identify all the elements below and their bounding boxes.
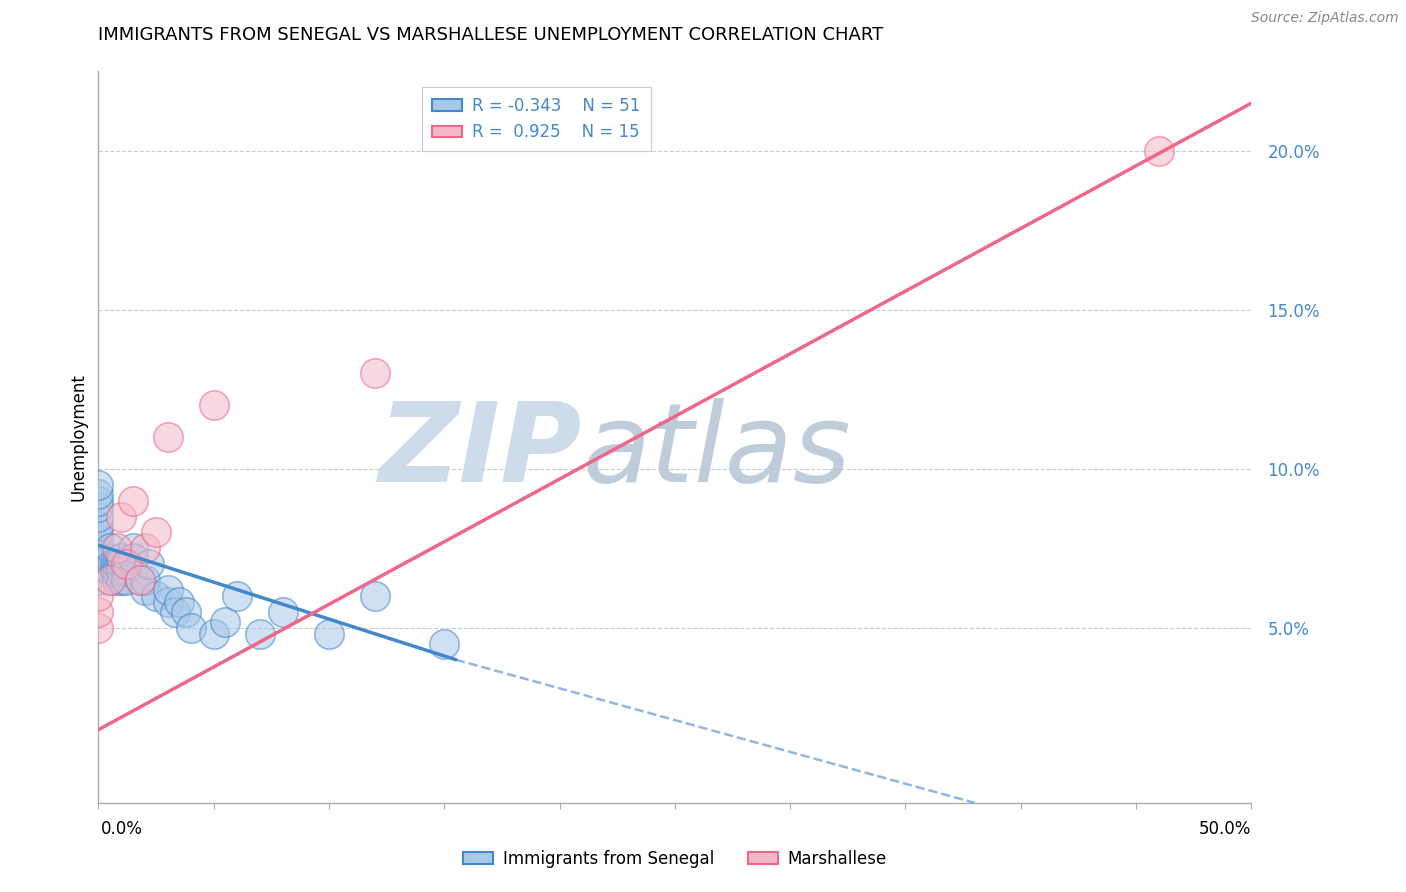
Text: 0.0%: 0.0%: [101, 820, 143, 838]
Point: [156, 595, 179, 609]
Point: [98, 573, 121, 587]
Point: [87, 621, 110, 635]
Y-axis label: Unemployment: Unemployment: [69, 373, 87, 501]
Point: [87, 500, 110, 514]
Point: [98, 550, 121, 565]
Point: [87, 558, 110, 572]
Point: [101, 558, 124, 572]
Point: [271, 605, 294, 619]
Point: [225, 589, 247, 603]
Point: [180, 621, 202, 635]
Point: [105, 564, 128, 578]
Point: [98, 573, 121, 587]
Point: [163, 605, 186, 619]
Point: [98, 564, 121, 578]
Text: 50.0%: 50.0%: [1199, 820, 1251, 838]
Point: [202, 627, 225, 641]
Point: [87, 477, 110, 491]
Point: [364, 367, 387, 381]
Point: [122, 493, 145, 508]
Point: [433, 637, 456, 651]
Point: [138, 558, 160, 572]
Text: ZIP: ZIP: [380, 398, 582, 505]
Point: [122, 550, 145, 565]
Point: [110, 558, 132, 572]
Point: [87, 525, 110, 540]
Point: [87, 541, 110, 556]
Point: [110, 550, 132, 565]
Legend: Immigrants from Senegal, Marshallese: Immigrants from Senegal, Marshallese: [457, 844, 893, 875]
Point: [87, 573, 110, 587]
Point: [115, 558, 138, 572]
Point: [122, 541, 145, 556]
Point: [87, 487, 110, 501]
Point: [1147, 144, 1170, 158]
Point: [110, 564, 132, 578]
Text: atlas: atlas: [582, 398, 851, 505]
Point: [115, 573, 138, 587]
Point: [167, 595, 190, 609]
Point: [108, 558, 131, 572]
Point: [105, 558, 128, 572]
Point: [103, 558, 125, 572]
Point: [145, 525, 167, 540]
Point: [129, 573, 152, 587]
Point: [110, 509, 132, 524]
Point: [87, 493, 110, 508]
Text: IMMIGRANTS FROM SENEGAL VS MARSHALLESE UNEMPLOYMENT CORRELATION CHART: IMMIGRANTS FROM SENEGAL VS MARSHALLESE U…: [98, 26, 883, 44]
Point: [214, 615, 236, 629]
Point: [318, 627, 340, 641]
Point: [156, 582, 179, 597]
Point: [115, 564, 138, 578]
Point: [87, 605, 110, 619]
Point: [134, 573, 156, 587]
Legend: R = -0.343    N = 51, R =  0.925    N = 15: R = -0.343 N = 51, R = 0.925 N = 15: [422, 87, 651, 152]
Point: [87, 519, 110, 533]
Point: [364, 589, 387, 603]
Point: [87, 589, 110, 603]
Point: [174, 605, 197, 619]
Point: [87, 509, 110, 524]
Point: [129, 573, 152, 587]
Point: [202, 398, 225, 412]
Point: [134, 582, 156, 597]
Point: [87, 532, 110, 546]
Point: [103, 564, 125, 578]
Point: [98, 541, 121, 556]
Point: [87, 564, 110, 578]
Point: [134, 541, 156, 556]
Point: [105, 541, 128, 556]
Point: [105, 573, 128, 587]
Point: [249, 627, 271, 641]
Point: [110, 573, 132, 587]
Point: [117, 558, 139, 572]
Point: [156, 430, 179, 444]
Text: Source: ZipAtlas.com: Source: ZipAtlas.com: [1251, 12, 1399, 25]
Point: [145, 589, 167, 603]
